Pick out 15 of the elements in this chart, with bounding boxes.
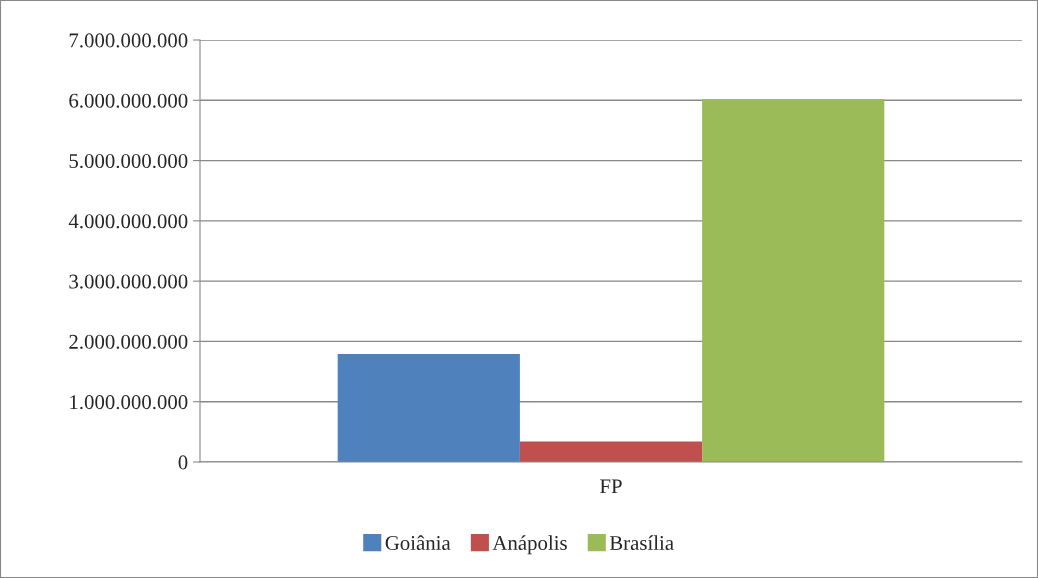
bar — [519, 441, 703, 462]
y-tick-label: 3.000.000.000 — [69, 274, 188, 289]
y-tick-label: 7.000.000.000 — [69, 33, 188, 48]
legend-label: Anápolis — [492, 535, 567, 555]
y-tick-label: 1.000.000.000 — [70, 395, 188, 410]
y-tick-label: 0 — [178, 455, 188, 470]
y-tick-label: 2.000.000.000 — [69, 334, 188, 349]
x-tick-label: FP — [600, 479, 622, 494]
y-tick-label: 5.000.000.000 — [69, 153, 188, 169]
bar — [337, 354, 520, 462]
y-tick-label: 4.000.000.000 — [68, 214, 188, 229]
legend-label: Brasília — [609, 535, 674, 551]
legend-label: Goiânia — [385, 535, 451, 551]
bar — [702, 99, 885, 462]
y-tick-label: 6.000.000.000 — [69, 93, 188, 108]
